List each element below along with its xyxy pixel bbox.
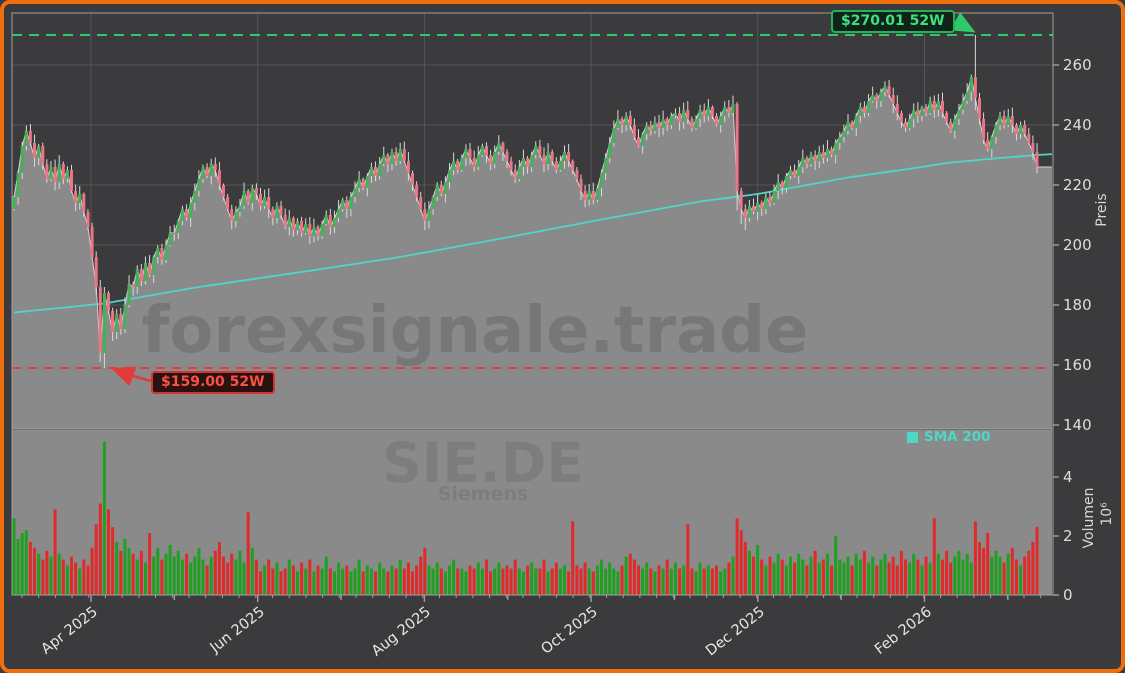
watermark-site-text: forexsignale.trade bbox=[142, 294, 809, 368]
high-52w-badge: $270.01 52W bbox=[831, 10, 955, 33]
sma-legend: SMA 200 bbox=[907, 429, 991, 445]
watermark-symbol-text: SIE.DE bbox=[382, 431, 584, 495]
sma-legend-label: SMA 200 bbox=[924, 429, 991, 445]
price-axis-title: Preis bbox=[1094, 193, 1110, 227]
volume-axis-title: Volumen bbox=[1081, 487, 1097, 549]
watermark-company-text: Siemens bbox=[438, 483, 529, 505]
price-tick-label: 160 bbox=[1063, 356, 1092, 374]
price-tick-label: 240 bbox=[1063, 116, 1092, 134]
sma-legend-swatch-icon bbox=[907, 431, 918, 443]
volume-axis-unit: 10⁶ bbox=[1099, 502, 1115, 526]
price-tick-label: 220 bbox=[1063, 176, 1092, 194]
watermark: forexsignale.trade SIE.DE Siemens bbox=[142, 294, 809, 505]
52w-level-lines bbox=[12, 33, 1053, 369]
volume-tick-label: 4 bbox=[1063, 468, 1073, 486]
volume-tick-label: 0 bbox=[1063, 586, 1073, 604]
low-52w-badge: $159.00 52W bbox=[151, 371, 275, 394]
volume-bars bbox=[12, 441, 1039, 596]
price-tick-label: 260 bbox=[1063, 56, 1092, 74]
low-arrow bbox=[111, 366, 153, 386]
axes-spines-ticks bbox=[11, 12, 1059, 602]
price-tick-label: 140 bbox=[1063, 416, 1092, 434]
volume-tick-label: 2 bbox=[1063, 527, 1073, 545]
candlesticks bbox=[12, 34, 1039, 368]
price-tick-label: 180 bbox=[1063, 296, 1092, 314]
price-tick-label: 200 bbox=[1063, 236, 1092, 254]
sma-200-line bbox=[13, 153, 1053, 314]
